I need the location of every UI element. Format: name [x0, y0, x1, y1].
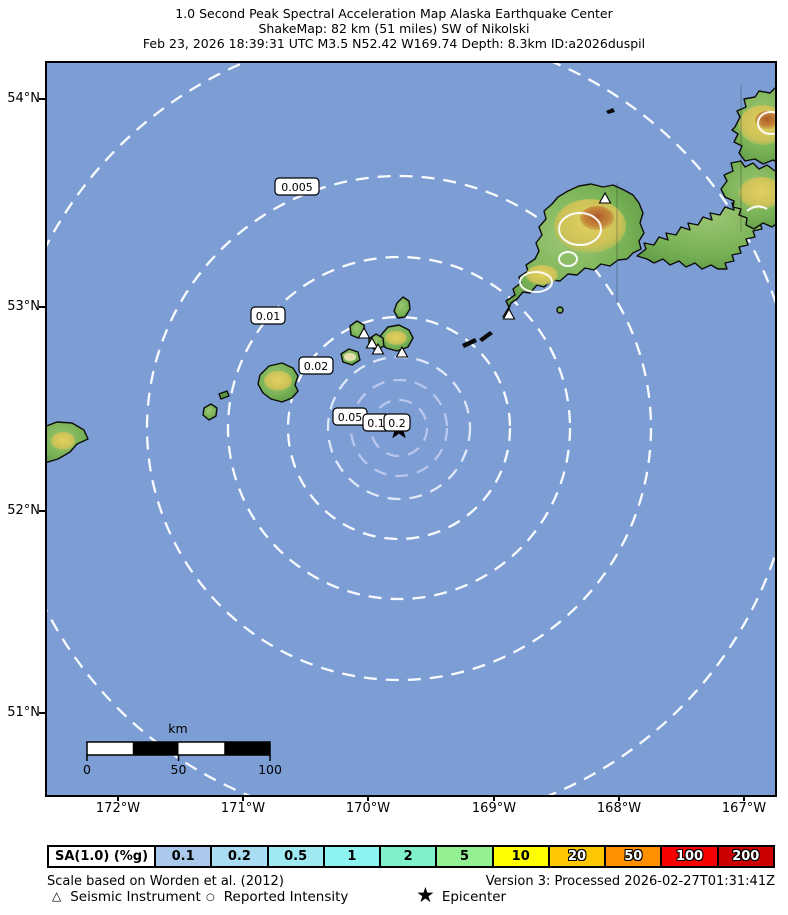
legend-bin-2: 2	[381, 847, 438, 866]
seismic-station-triangle	[395, 345, 409, 358]
graticule-lines	[616, 85, 742, 303]
svg-text:0.1: 0.1	[367, 417, 385, 430]
contour-circle-0005	[145, 174, 653, 682]
lon-tick	[242, 795, 244, 801]
legend-bin-5: 5	[437, 847, 494, 866]
title-line-1: 1.0 Second Peak Spectral Acceleration Ma…	[175, 6, 613, 21]
svg-text:0.05: 0.05	[338, 411, 363, 424]
contour-labels: 0.005 0.01 0.02 0.05 0.1	[250, 177, 411, 432]
svg-text:0.2: 0.2	[388, 417, 406, 430]
lon-label-170w: 170°W	[345, 801, 391, 816]
legend-bin-0.1: 0.1	[156, 847, 213, 866]
lat-tick	[39, 98, 45, 100]
islet	[556, 306, 564, 314]
marker-label: Seismic Instrument	[70, 889, 201, 905]
seismic-station-triangle	[598, 191, 612, 204]
terrain-peak	[755, 111, 775, 129]
lat-tick	[39, 712, 45, 714]
version-processed-note: Version 3: Processed 2026-02-27T01:31:41…	[485, 874, 775, 889]
terrain-highland	[526, 265, 558, 285]
map-canvas: 0.005 0.01 0.02 0.05 0.1	[45, 61, 777, 797]
legend-bin-1: 1	[324, 847, 382, 866]
legend-colorbar: SA(1.0) (%g) 0.1 0.2 0.5 1 2 5 10 20 50 …	[47, 845, 775, 868]
contour-circles	[47, 63, 775, 795]
contour-circle-02	[369, 398, 429, 458]
contour-circle-002	[286, 315, 512, 541]
svg-text:0.02: 0.02	[304, 360, 329, 373]
contour-label-02: 0.2	[383, 413, 411, 432]
scale-bar-unit: km	[168, 721, 187, 736]
contour-circle-001	[226, 255, 572, 601]
contour-circle-01	[349, 378, 449, 478]
terrain-highland	[739, 177, 775, 209]
contour-label-001: 0.01	[250, 306, 286, 325]
legend-bin-50: 50	[606, 847, 663, 866]
terrain-peak	[580, 206, 614, 230]
svg-text:0.01: 0.01	[256, 310, 281, 323]
lon-label-168w: 168°W	[596, 801, 642, 816]
figure-title: 1.0 Second Peak Spectral Acceleration Ma…	[0, 6, 788, 51]
rock-islets	[462, 108, 615, 348]
seismic-stations	[357, 191, 612, 358]
legend-scale-label: SA(1.0) (%g)	[49, 847, 156, 866]
terrain-highland	[264, 371, 292, 391]
contour-label-005: 0.05	[332, 407, 368, 426]
title-line-2: ShakeMap: 82 km (51 miles) SW of Nikolsk…	[258, 21, 530, 36]
lat-tick	[39, 510, 45, 512]
legend-bin-0.5: 0.5	[268, 847, 325, 866]
legend-bin-200: 200	[718, 847, 773, 866]
seismic-station-triangle	[365, 336, 379, 349]
terrain-highland	[385, 331, 407, 345]
lon-tick	[367, 795, 369, 801]
marker-legend-epicenter: ★ Epicenter	[416, 883, 507, 907]
marker-label: Epicenter	[441, 889, 507, 905]
lon-label-172w: 172°W	[95, 801, 141, 816]
islet	[218, 390, 230, 400]
map-svg: 0.005 0.01 0.02 0.05 0.1	[47, 63, 775, 795]
seismic-station-triangle	[357, 326, 371, 339]
island-carlisle	[393, 296, 411, 319]
seismic-station-triangle	[371, 342, 385, 355]
seismic-station-triangle	[502, 307, 516, 320]
terrain-highland	[344, 353, 356, 361]
marker-legend-seismic: △ Seismic Instrument	[52, 889, 201, 905]
islet	[202, 403, 218, 421]
svg-text:0.005: 0.005	[281, 181, 313, 194]
scale-bar-tick-100: 100	[258, 762, 282, 777]
title-line-3: Feb 23, 2026 18:39:31 UTC M3.5 N52.42 W1…	[142, 36, 646, 51]
lat-label-52n: 52°N	[7, 503, 40, 518]
lon-label-171w: 171°W	[220, 801, 266, 816]
lon-tick	[117, 795, 119, 801]
circle-icon: ○	[206, 891, 215, 903]
lon-label-167w: 167°W	[721, 801, 767, 816]
marker-label: Reported Intensity	[223, 889, 349, 905]
lat-tick	[39, 306, 45, 308]
scale-bar-tick-0: 0	[83, 762, 91, 777]
lat-label-51n: 51°N	[7, 705, 40, 720]
legend-bin-10: 10	[493, 847, 550, 866]
scale-bar-tick-50: 50	[171, 762, 187, 777]
triangle-icon: △	[52, 889, 62, 903]
ocean	[47, 63, 775, 795]
legend-bin-20: 20	[549, 847, 607, 866]
lon-tick	[493, 795, 495, 801]
lat-label-54n: 54°N	[7, 91, 40, 106]
lon-label-169w: 169°W	[471, 801, 517, 816]
legend-bin-0.2: 0.2	[212, 847, 269, 866]
lat-label-53n: 53°N	[7, 299, 40, 314]
marker-legend-intensity: ○ Reported Intensity	[206, 889, 348, 905]
contour-label-0005: 0.005	[274, 177, 320, 196]
terrain-highland	[51, 432, 75, 450]
elevation-contours	[519, 111, 775, 293]
legend-bin-100: 100	[662, 847, 719, 866]
lon-tick	[618, 795, 620, 801]
lon-tick	[743, 795, 745, 801]
scale-reference-note: Scale based on Worden et al. (2012)	[47, 874, 284, 889]
star-icon: ★	[416, 883, 435, 907]
scale-bar: km 0 50 100	[83, 721, 282, 777]
contour-label-002: 0.02	[298, 356, 334, 375]
